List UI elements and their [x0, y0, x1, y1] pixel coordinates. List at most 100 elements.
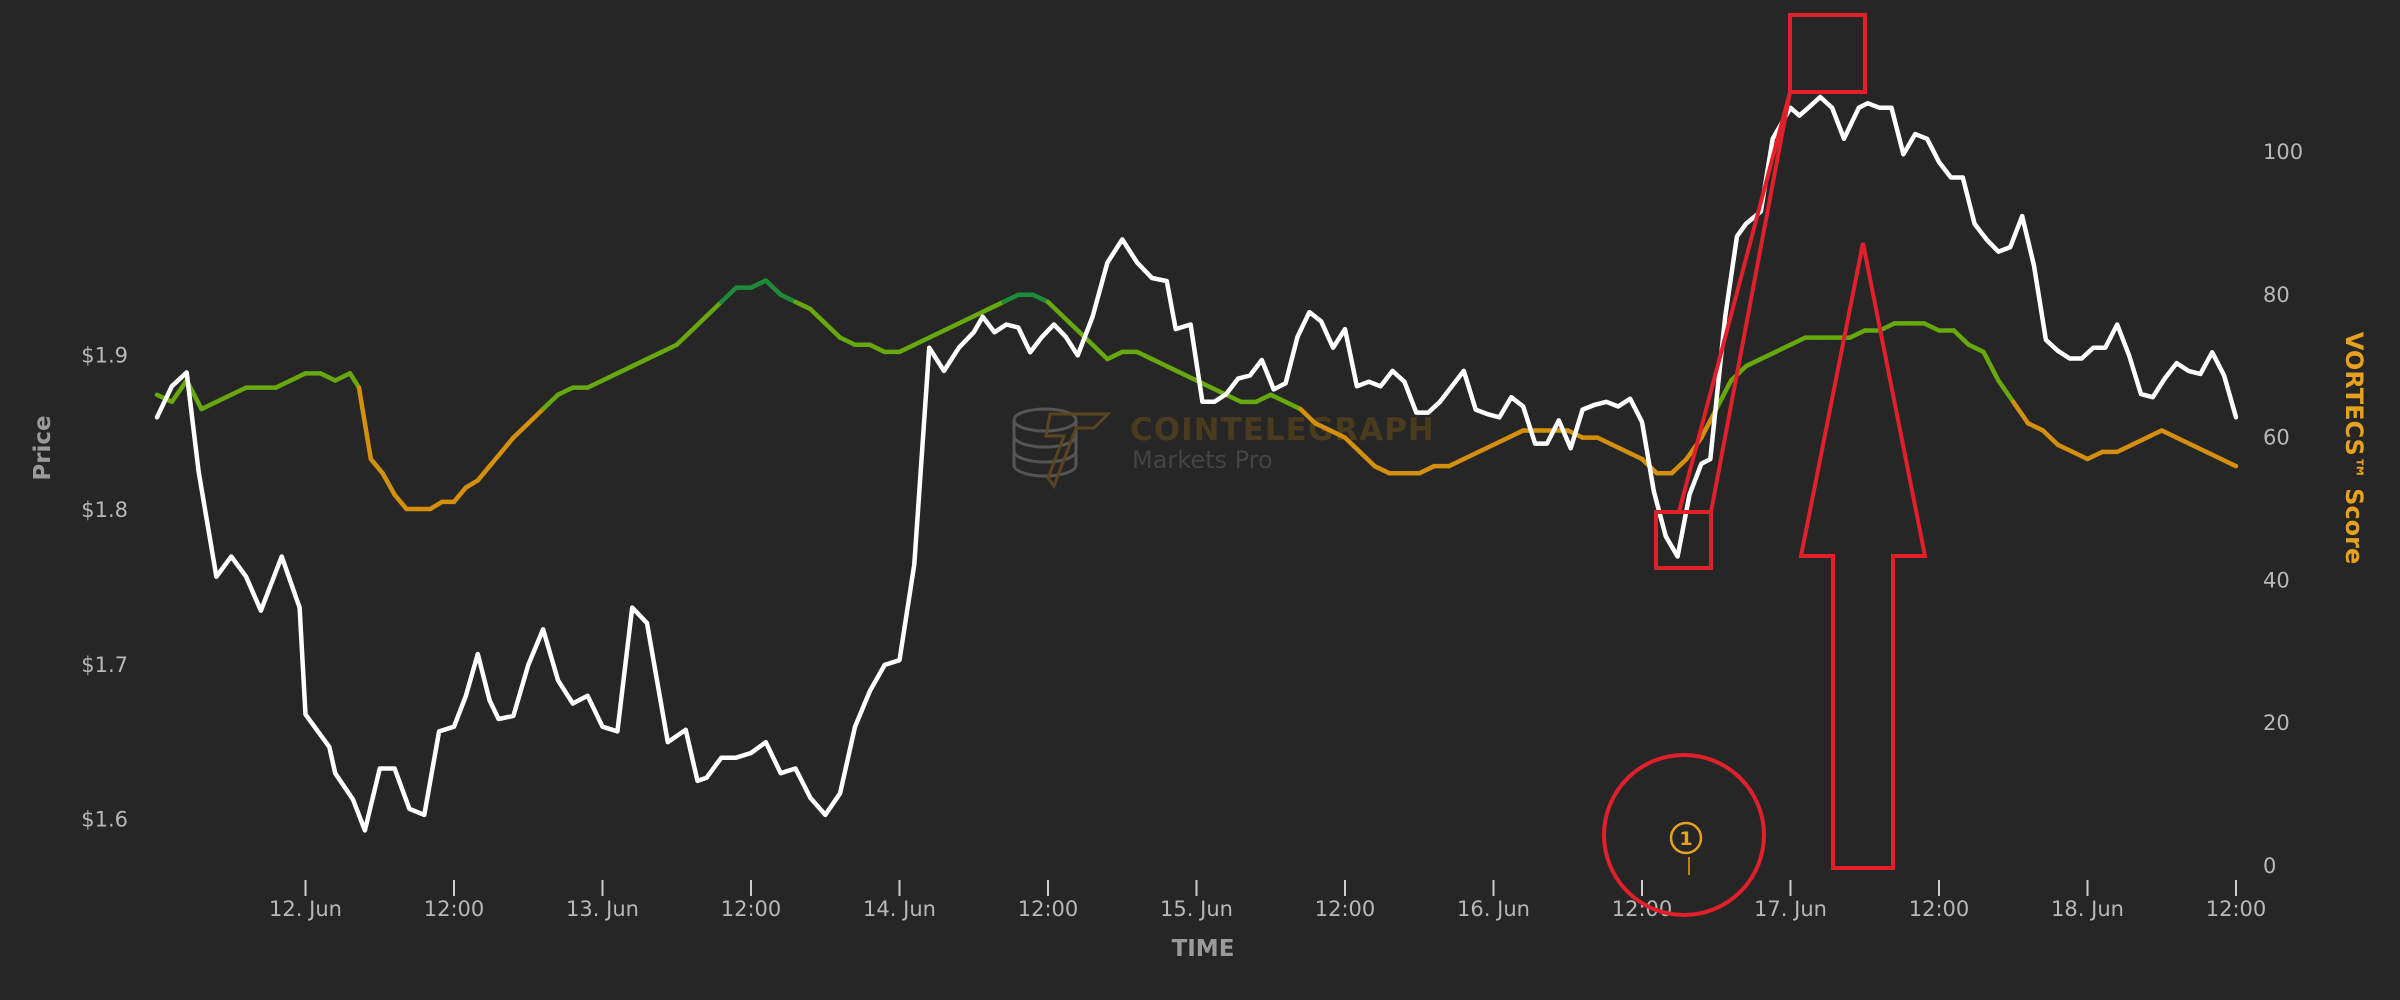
event-marker-circle[interactable] — [1669, 821, 1703, 855]
vortecs-segment — [1179, 371, 1199, 383]
event-marker[interactable]: 1 — [1669, 821, 1703, 875]
vortecs-segment — [1149, 356, 1170, 369]
vortecs-segment — [2011, 399, 2031, 426]
y2-tick-label: 60 — [2263, 426, 2290, 450]
annotation-high-box — [1788, 13, 1867, 94]
vortecs-segment — [1491, 435, 1511, 447]
cointelegraph-logo-icon — [1012, 407, 1112, 490]
y2-tick-label: 20 — [2263, 711, 2290, 735]
x-axis-title: TIME — [1172, 936, 1235, 962]
y-tick-label: $1.9 — [81, 343, 128, 367]
vortecs-segment — [986, 299, 1006, 312]
vortecs-segment — [1223, 392, 1244, 405]
vortecs-segment — [674, 328, 694, 348]
vortecs-segment — [600, 371, 620, 383]
x-tick-label: 12:00 — [1018, 897, 1079, 921]
vortecs-segment — [169, 378, 189, 405]
vortecs-segment — [1773, 342, 1793, 355]
vortecs-segment — [318, 371, 338, 383]
vortecs-segment — [926, 328, 947, 340]
vortecs-segment — [214, 392, 234, 405]
vortecs-segment — [659, 342, 679, 355]
vortecs-segment — [867, 342, 887, 355]
vortecs-segment — [1981, 349, 2001, 383]
vortecs-segment — [1506, 428, 1526, 440]
y-axis-ticks: $1.9 $1.8 $1.7 $1.6 — [81, 343, 128, 831]
vortecs-segment — [1417, 463, 1437, 476]
vortecs-segment — [463, 478, 481, 490]
event-marker-label: 1 — [1679, 828, 1692, 850]
vortecs-segment — [1951, 328, 1971, 348]
vortecs-segment — [540, 392, 561, 412]
x-tick-label: 12. Jun — [269, 897, 342, 921]
vortecs-segment — [778, 292, 798, 305]
vortecs-segment — [763, 278, 783, 298]
annotation-event-circle — [1602, 753, 1766, 917]
vortecs-segment — [971, 306, 991, 319]
vortecs-segment — [912, 335, 932, 348]
vortecs-segment — [2129, 435, 2150, 447]
y-tick-label: $1.8 — [81, 498, 128, 522]
vortecs-segment — [808, 306, 828, 326]
vortecs-segment — [1283, 399, 1303, 412]
y2-axis-ticks: 100 80 60 40 20 0 — [2263, 140, 2303, 878]
annotation-connector-right — [1709, 91, 1792, 513]
vortecs-segment — [1268, 392, 1288, 405]
vortecs-segment — [229, 385, 249, 398]
vortecs-segment — [475, 463, 492, 483]
vortecs-segment — [368, 456, 385, 476]
vortecs-segment — [2144, 428, 2164, 440]
x-tick-label: 12:00 — [424, 897, 485, 921]
vortecs-segment — [1164, 363, 1184, 376]
y-axis-title: Price — [30, 415, 56, 480]
vortecs-segment — [1624, 449, 1645, 462]
annotation-connector-left — [1677, 91, 1792, 513]
vortecs-segment — [823, 321, 843, 340]
vortecs-segment — [332, 371, 353, 383]
vortecs-segment — [1342, 435, 1363, 455]
x-tick-label: 12:00 — [2206, 897, 2267, 921]
vortecs-segment — [793, 299, 813, 312]
cointelegraph-watermark: COINTELEGRAPH Markets Pro — [1012, 407, 1435, 490]
vortecs-segment — [956, 313, 976, 326]
vortecs-segment — [2040, 428, 2061, 447]
vortecs-segment — [941, 321, 962, 333]
vortecs-segment — [1045, 299, 1066, 319]
x-tick-label: 13. Jun — [566, 897, 639, 921]
x-axis-ticks: 12. Jun 12:00 13. Jun 12:00 14. Jun 12:00 15. … — [269, 880, 2266, 921]
y2-tick-label: 100 — [2263, 140, 2303, 164]
vortecs-segment — [1060, 313, 1080, 333]
vortecs-segment — [1327, 428, 1348, 440]
y2-tick-label: 0 — [2263, 854, 2276, 878]
vortecs-segment — [2114, 442, 2135, 455]
price-line — [154, 94, 2239, 833]
vortecs-segment — [356, 385, 374, 462]
vortecs-segment — [629, 356, 650, 369]
vortecs-segment — [2174, 435, 2194, 447]
vortecs-segment — [704, 299, 724, 319]
vortecs-segment — [2055, 442, 2075, 455]
y-tick-label: $1.6 — [81, 808, 128, 832]
vortecs-segment — [1134, 349, 1155, 362]
watermark-subtitle: Markets Pro — [1132, 446, 1273, 474]
vortecs-segment — [1595, 435, 1615, 447]
vortecs-segment — [897, 342, 917, 355]
red-annotations — [1602, 13, 1928, 917]
x-tick-label: 15. Jun — [1160, 897, 1233, 921]
watermark-title: COINTELEGRAPH — [1130, 412, 1435, 448]
vortecs-segment — [1090, 342, 1110, 362]
vortecs-segment — [1966, 342, 1986, 355]
vortecs-segment — [2070, 449, 2090, 462]
y2-tick-label: 40 — [2263, 568, 2290, 592]
vortecs-segment — [2085, 449, 2105, 462]
vortecs-segment — [644, 349, 665, 362]
vortecs-segment — [1476, 442, 1496, 455]
vortecs-segment — [199, 399, 219, 412]
vortecs-segment — [1758, 349, 1778, 362]
vortecs-segment — [1996, 378, 2016, 405]
x-tick-label: 12:00 — [1315, 897, 1376, 921]
vortecs-segment — [1313, 421, 1333, 433]
vortecs-segment — [499, 435, 516, 455]
